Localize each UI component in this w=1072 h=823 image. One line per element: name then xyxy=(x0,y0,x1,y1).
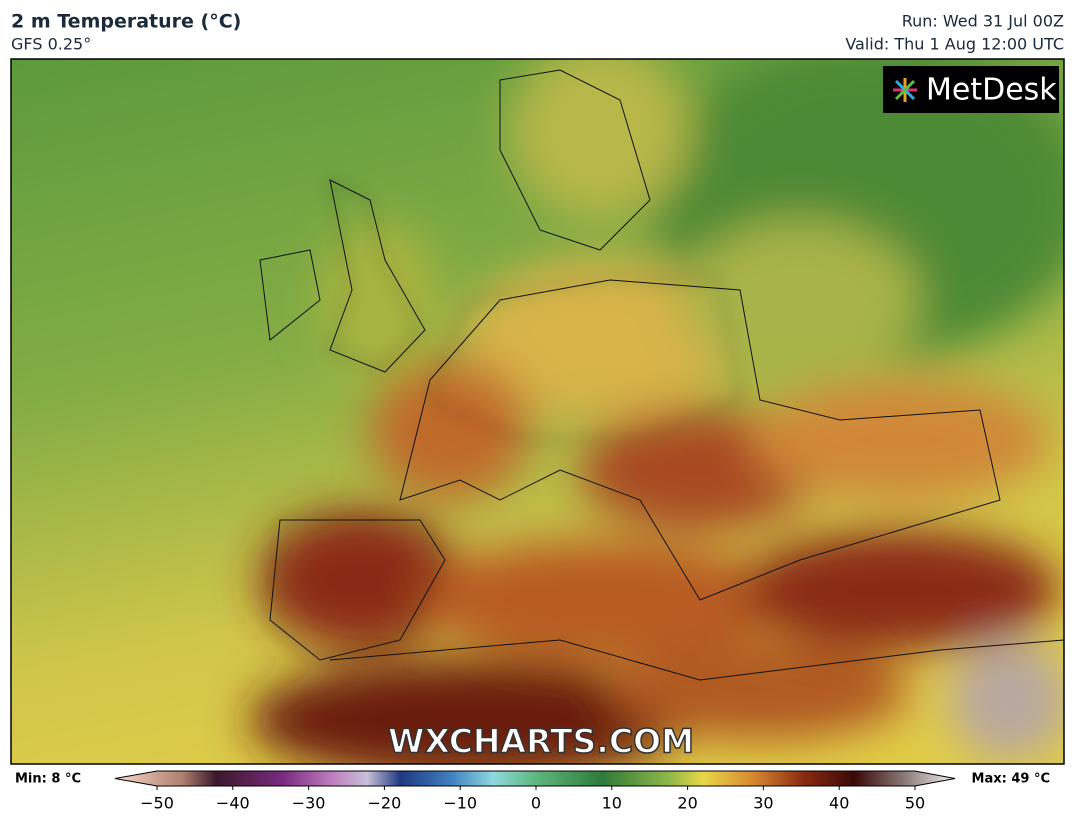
colorbar xyxy=(114,770,956,787)
max-label: Max: 49 °C xyxy=(972,772,1050,787)
colorbar-tick-label: −50 xyxy=(140,794,174,813)
colorbar-tick-label: −40 xyxy=(216,794,250,813)
title: 2 m Temperature (°C) xyxy=(11,11,241,33)
colorbar-tick-label: 50 xyxy=(905,794,925,813)
watermark: WXCHARTS.COM xyxy=(388,722,694,761)
colorbar-tick-label: −20 xyxy=(368,794,402,813)
run: Run: Wed 31 Jul 00Z xyxy=(902,12,1064,31)
colorbar-tick-label: 20 xyxy=(677,794,697,813)
colorbar-tick-label: 10 xyxy=(602,794,622,813)
map: MetDesk WXCHARTS.COM xyxy=(11,59,1064,764)
map-frame xyxy=(10,58,1065,765)
model: GFS 0.25° xyxy=(11,35,91,54)
colorbar-tick-label: −10 xyxy=(443,794,477,813)
logo: MetDesk xyxy=(926,73,1057,108)
colorbar-tick-label: −30 xyxy=(292,794,326,813)
colorbar-tick-label: 40 xyxy=(829,794,849,813)
min-label: Min: 8 °C xyxy=(15,772,81,787)
colorbar-tick-label: 0 xyxy=(531,794,541,813)
colorbar-tick-label: 30 xyxy=(753,794,773,813)
valid: Valid: Thu 1 Aug 12:00 UTC xyxy=(845,35,1064,54)
